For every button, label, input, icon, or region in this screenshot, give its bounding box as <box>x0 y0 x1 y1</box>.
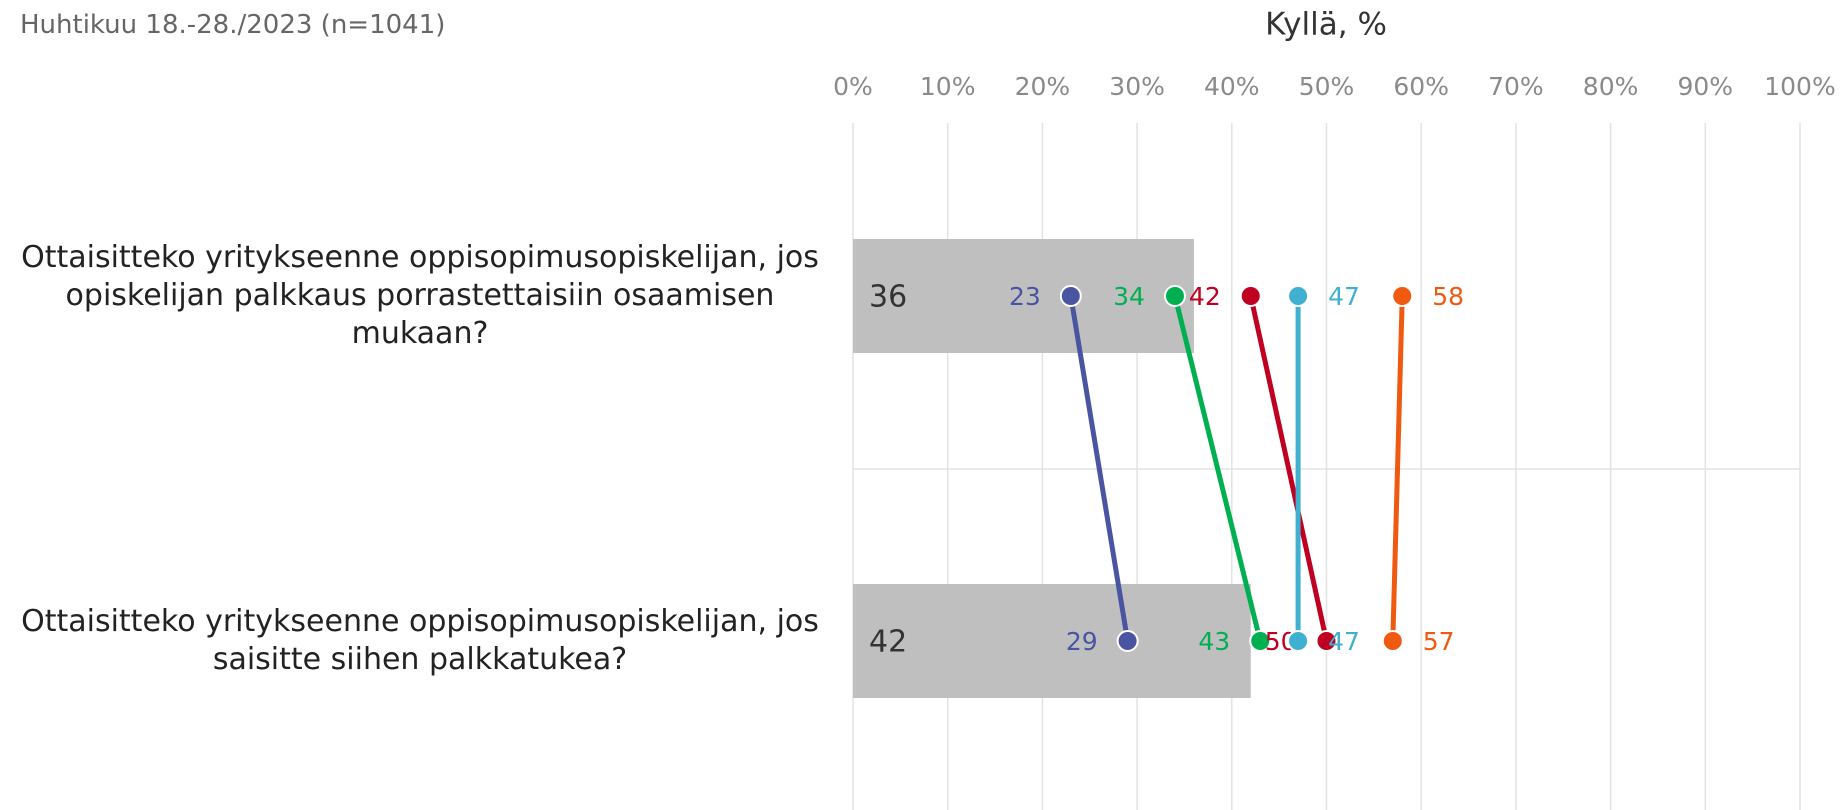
dot <box>1249 630 1272 652</box>
chart-title: Kyllä, % <box>1265 7 1387 43</box>
x-tick-label: 50% <box>1299 72 1355 101</box>
connector-line <box>1172 295 1263 642</box>
dot-label: 42 <box>1189 282 1221 311</box>
x-tick-label: 80% <box>1583 72 1639 101</box>
x-tick-label: 60% <box>1393 72 1449 101</box>
x-tick-label: 40% <box>1204 72 1260 101</box>
dot-label: 57 <box>1423 627 1455 656</box>
x-tick-label: 100% <box>1764 72 1835 101</box>
dot <box>1239 285 1262 307</box>
dot <box>1163 285 1186 307</box>
x-tick-label: 0% <box>833 72 873 101</box>
x-tick-label: 90% <box>1678 72 1734 101</box>
dot-label: 47 <box>1328 282 1360 311</box>
connector-line <box>1390 295 1405 642</box>
category-label: Ottaisitteko yritykseenne oppisopimusopi… <box>21 240 819 351</box>
dot <box>1391 285 1414 307</box>
bar-label: 36 <box>869 280 907 315</box>
dot-label: 29 <box>1066 627 1098 656</box>
x-tick-label: 70% <box>1488 72 1544 101</box>
dot-label: 43 <box>1198 627 1230 656</box>
dot <box>1315 630 1338 652</box>
bar <box>853 584 1251 698</box>
category-label: Ottaisitteko yritykseenne oppisopimusopi… <box>21 604 819 677</box>
x-tick-label: 10% <box>920 72 976 101</box>
bar-label: 42 <box>869 625 907 660</box>
connector-line <box>1068 295 1131 642</box>
dot-label: 58 <box>1432 282 1464 311</box>
dot <box>1116 630 1139 652</box>
bar <box>853 239 1194 353</box>
x-tick-label: 30% <box>1109 72 1165 101</box>
dot <box>1287 285 1310 307</box>
connector-line <box>1248 295 1329 642</box>
dot <box>1287 630 1310 652</box>
dot <box>1381 630 1404 652</box>
dot-label: 23 <box>1009 282 1041 311</box>
dot-label: 47 <box>1328 627 1360 656</box>
dot <box>1059 285 1082 307</box>
x-tick-label: 20% <box>1015 72 1071 101</box>
subtitle: Huhtikuu 18.-28./2023 (n=1041) <box>20 10 446 40</box>
dot-label: 34 <box>1113 282 1145 311</box>
